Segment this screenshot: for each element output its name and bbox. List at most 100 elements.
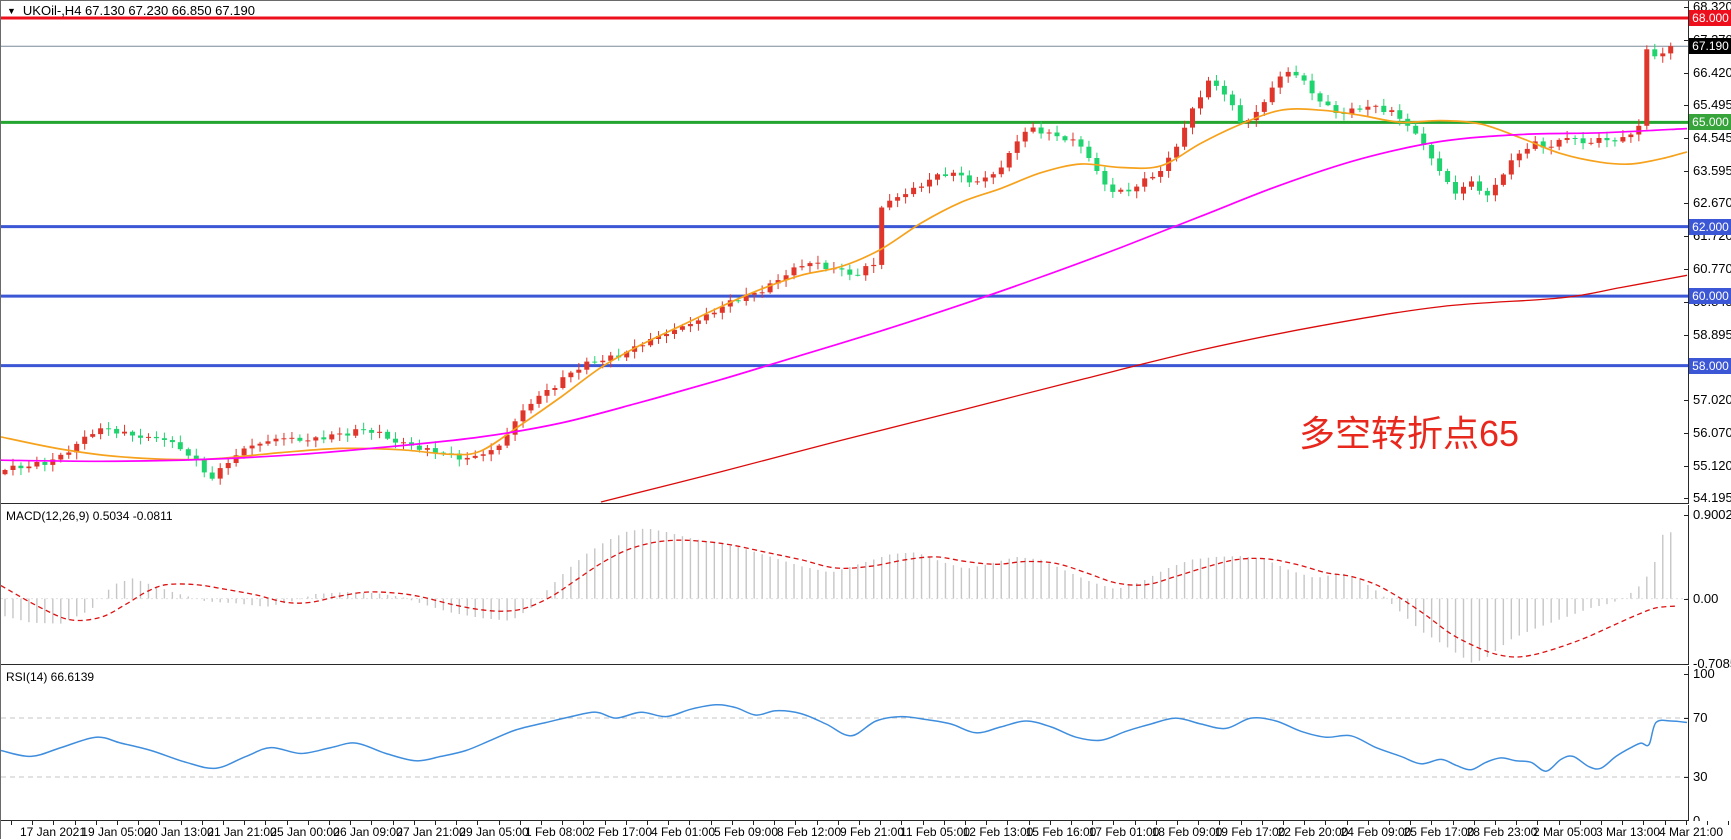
- time-axis-tick: [1537, 821, 1539, 825]
- time-axis-tick: [922, 821, 924, 825]
- time-axis-tick: [1092, 821, 1094, 825]
- date-axis-label: 27 Jan 21:00: [396, 825, 466, 839]
- date-axis-label: 22 Feb 20:00: [1277, 825, 1349, 839]
- time-axis-tick: [1452, 821, 1454, 825]
- date-axis-label: 2 Mar 05:00: [1532, 825, 1598, 839]
- price-badge-60.000: 60.000: [1689, 288, 1731, 305]
- date-axis-label: 19 Feb 17:00: [1214, 825, 1286, 839]
- macd-axis-label: -0.7085: [1693, 656, 1731, 672]
- price-axis-label: 56.070: [1693, 424, 1731, 440]
- axis-tick-mark: [1684, 334, 1689, 336]
- time-axis-tick: [1198, 821, 1200, 825]
- time-axis-tick: [1346, 821, 1348, 825]
- time-axis-tick: [1261, 821, 1263, 825]
- time-axis-tick: [1389, 821, 1390, 825]
- time-axis-tick: [1685, 821, 1687, 825]
- date-axis-label: 17 Feb 01:00: [1088, 825, 1160, 839]
- time-axis-tick: [1495, 821, 1496, 825]
- time-axis-tick: [1113, 821, 1115, 825]
- time-axis-tick: [519, 821, 521, 825]
- price-badge-68.000: 68.000: [1689, 10, 1731, 27]
- time-axis-tick: [286, 821, 288, 825]
- rsi-axis-label: 30: [1693, 769, 1708, 785]
- time-axis-tick: [562, 821, 564, 825]
- symbol-dropdown-icon[interactable]: ▼: [7, 5, 16, 16]
- date-axis-label: 17 Jan 2021: [19, 825, 87, 839]
- date-axis-label: 8 Feb 12:00: [776, 825, 842, 839]
- chart-annotation-text: 多空转折点65: [1299, 413, 1520, 454]
- price-axis: 68.32067.37066.42065.49564.54563.59562.6…: [1684, 0, 1731, 828]
- rsi-chart-surface[interactable]: [1, 666, 1688, 821]
- rsi-line: [1, 704, 1688, 772]
- time-axis-tick: [117, 821, 118, 825]
- time-axis-tick: [774, 821, 776, 825]
- time-axis-tick: [1410, 821, 1412, 825]
- candlestick-chart-surface[interactable]: [1, 1, 1688, 503]
- mid-ma-line: [1, 127, 1688, 463]
- time-axis-tick: [1473, 821, 1475, 825]
- time-axis-tick: [1558, 821, 1560, 825]
- date-axis-label: 25 Feb 17:00: [1403, 825, 1475, 839]
- date-axis-label: 15 Feb 16:00: [1025, 825, 1097, 839]
- price-axis-label: 60.770: [1693, 261, 1731, 277]
- time-axis-tick: [583, 821, 585, 825]
- axis-tick-mark: [1684, 465, 1689, 467]
- price-axis-label: 54.195: [1693, 489, 1731, 505]
- date-axis-label: 29 Jan 05:00: [459, 825, 529, 839]
- axis-tick-mark: [1684, 673, 1689, 675]
- time-axis-tick: [901, 821, 903, 825]
- price-axis-label: 57.020: [1693, 391, 1731, 407]
- price-axis-label: 63.595: [1693, 163, 1731, 179]
- time-axis-tick: [1601, 821, 1602, 825]
- axis-tick-mark: [1684, 203, 1689, 205]
- axis-tick-mark: [1684, 718, 1689, 720]
- time-axis[interactable]: 17 Jan 2021 19 Jan 05:00 20 Jan 13:00 21 Ja…: [1, 821, 1731, 840]
- time-axis-tick: [371, 821, 373, 825]
- time-axis-tick: [95, 821, 97, 825]
- time-axis-tick: [329, 821, 330, 825]
- axis-tick-mark: [1684, 72, 1689, 74]
- axis-tick-mark: [1684, 598, 1689, 600]
- price-axis-label: 58.895: [1693, 326, 1731, 342]
- time-axis-tick: [1579, 821, 1581, 825]
- time-axis-tick: [223, 821, 224, 825]
- axis-tick-mark: [1684, 269, 1689, 271]
- time-axis-tick: [1240, 821, 1242, 825]
- price-badge-65.000: 65.000: [1689, 114, 1731, 131]
- time-axis-tick: [1049, 821, 1051, 825]
- time-axis-tick: [1028, 821, 1030, 825]
- time-axis-tick: [350, 821, 352, 825]
- price-pane[interactable]: ▼ UKOil-,H4 67.130 67.230 66.850 67.190 …: [1, 1, 1689, 504]
- axis-tick-mark: [1684, 432, 1689, 434]
- time-axis-tick: [265, 821, 267, 825]
- price-badge-58.000: 58.000: [1689, 357, 1731, 374]
- macd-axis-label: 0.9002: [1693, 507, 1731, 523]
- axis-tick-mark: [1684, 777, 1689, 779]
- time-axis-tick: [1177, 821, 1178, 825]
- macd-chart-surface[interactable]: [1, 505, 1688, 665]
- macd-pane[interactable]: MACD(12,26,9) 0.5034 -0.0811: [1, 505, 1689, 665]
- date-axis-label: 26 Jan 09:00: [333, 825, 403, 839]
- axis-tick-mark: [1684, 664, 1689, 666]
- time-axis-tick: [1283, 821, 1284, 825]
- time-axis-tick: [1643, 821, 1645, 825]
- date-axis-label: 24 Feb 09:00: [1340, 825, 1412, 839]
- date-axis-label: 4 Feb 01:00: [650, 825, 716, 839]
- date-axis-label: 20 Jan 13:00: [144, 825, 214, 839]
- slow-ma-line: [600, 274, 1688, 503]
- axis-tick-mark: [1684, 171, 1689, 173]
- time-axis-tick: [816, 821, 818, 825]
- time-axis-tick: [201, 821, 203, 825]
- axis-tick-mark: [1684, 497, 1689, 499]
- rsi-pane[interactable]: RSI(14) 66.6139: [1, 666, 1689, 821]
- time-axis-tick: [456, 821, 458, 825]
- time-axis-tick: [943, 821, 945, 825]
- time-axis-tick: [753, 821, 754, 825]
- price-axis-label: 64.545: [1693, 130, 1731, 146]
- date-axis-label: 3 Mar 13:00: [1595, 825, 1661, 839]
- price-badge-62.000: 62.000: [1689, 218, 1731, 235]
- rsi-axis-label: 70: [1693, 710, 1708, 726]
- time-axis-tick: [244, 821, 246, 825]
- time-axis-tick: [138, 821, 140, 825]
